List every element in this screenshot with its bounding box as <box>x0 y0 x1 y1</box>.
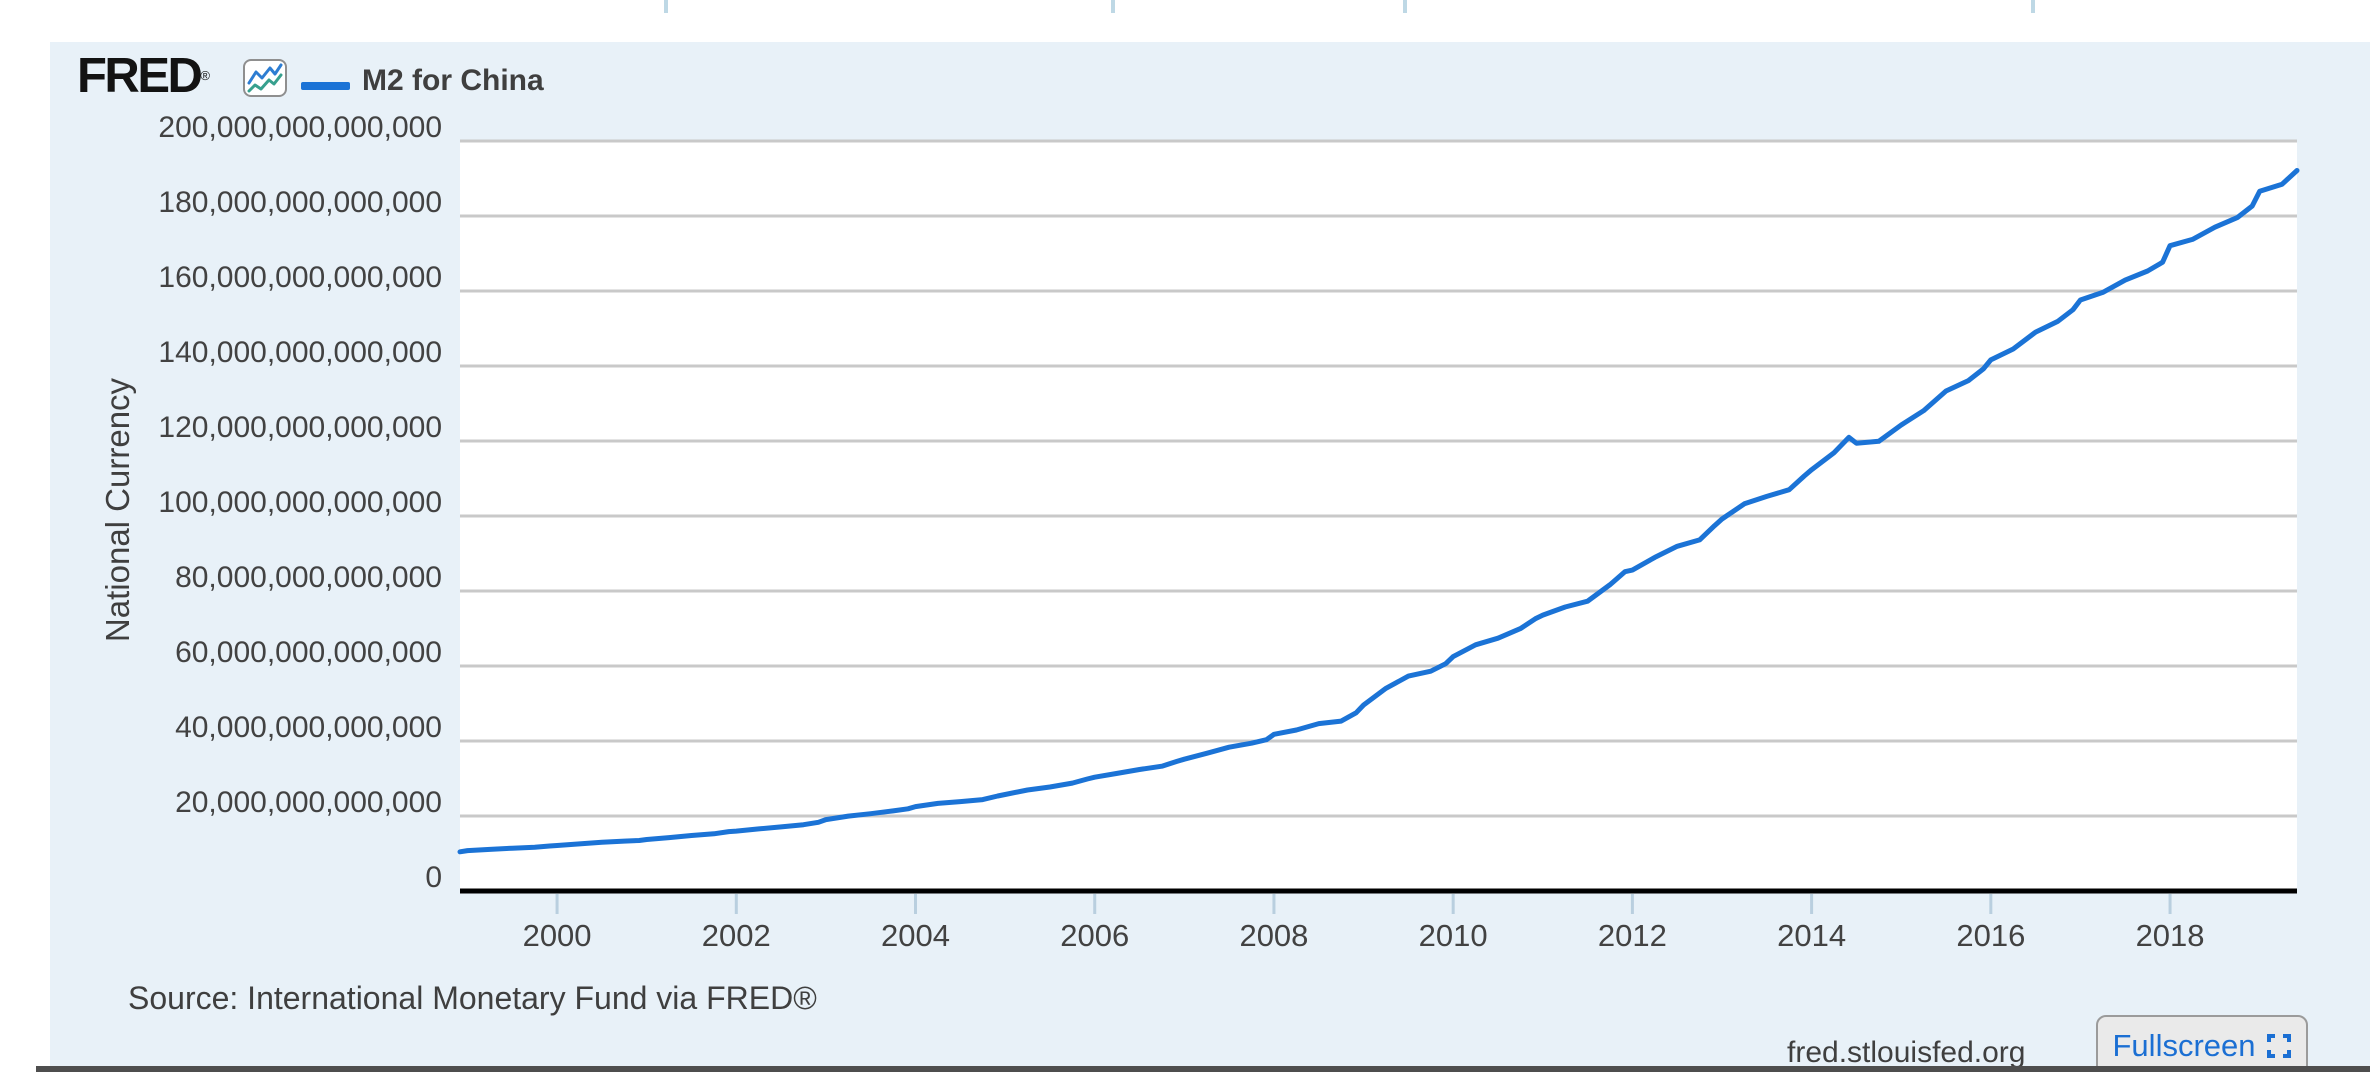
fred-logo[interactable]: FRED® <box>77 52 210 101</box>
x-axis-tick-label: 2008 <box>1239 918 1309 953</box>
fullscreen-button-label: Fullscreen <box>2112 1028 2256 1063</box>
y-axis-tick-label: 120,000,000,000,000 <box>158 411 442 444</box>
x-axis-tick-label: 2002 <box>701 918 771 953</box>
y-axis-tick-label: 40,000,000,000,000 <box>175 711 442 744</box>
x-axis-tick-label: 2012 <box>1597 918 1667 953</box>
legend-label: M2 for China <box>362 64 544 97</box>
y-axis-tick-label: 80,000,000,000,000 <box>175 561 442 594</box>
bottom-edge-bar <box>36 1066 2370 1072</box>
x-axis-tick-label: 2000 <box>522 918 592 953</box>
cropped-chart-tick <box>1403 0 1407 13</box>
source-note: Source: International Monetary Fund via … <box>128 980 817 1016</box>
x-axis-tick-label: 2016 <box>1956 918 2026 953</box>
y-axis-tick-label: 160,000,000,000,000 <box>158 261 442 294</box>
y-axis-tick-label: 180,000,000,000,000 <box>158 186 442 219</box>
legend-line-swatch <box>301 82 350 90</box>
cropped-chart-tick <box>1111 0 1115 13</box>
y-axis-tick-label: 200,000,000,000,000 <box>158 111 442 144</box>
y-axis-tick-label: 100,000,000,000,000 <box>158 486 442 519</box>
y-axis-tick-label: 0 <box>425 861 442 894</box>
registered-mark: ® <box>200 68 210 83</box>
cropped-chart-tick <box>664 0 668 13</box>
x-axis-tick-label: 2018 <box>2135 918 2205 953</box>
x-axis-tick-label: 2014 <box>1777 918 1847 953</box>
fred-logo-text: FRED <box>77 49 203 103</box>
fullscreen-button[interactable]: Fullscreen <box>2096 1015 2308 1072</box>
x-axis-tick-label: 2010 <box>1418 918 1488 953</box>
fullscreen-icon <box>2266 1033 2292 1059</box>
cropped-chart-tick <box>2031 0 2035 13</box>
y-axis-tick-label: 60,000,000,000,000 <box>175 636 442 669</box>
x-axis-tick-label: 2006 <box>1060 918 1130 953</box>
y-axis-tick-label: 20,000,000,000,000 <box>175 786 442 819</box>
fred-logo-chart-icon <box>243 59 287 97</box>
x-axis-tick-label: 2004 <box>881 918 950 953</box>
fred-url-link[interactable]: fred.stlouisfed.org <box>1787 1036 2026 1069</box>
y-axis-tick-label: 140,000,000,000,000 <box>158 336 442 369</box>
